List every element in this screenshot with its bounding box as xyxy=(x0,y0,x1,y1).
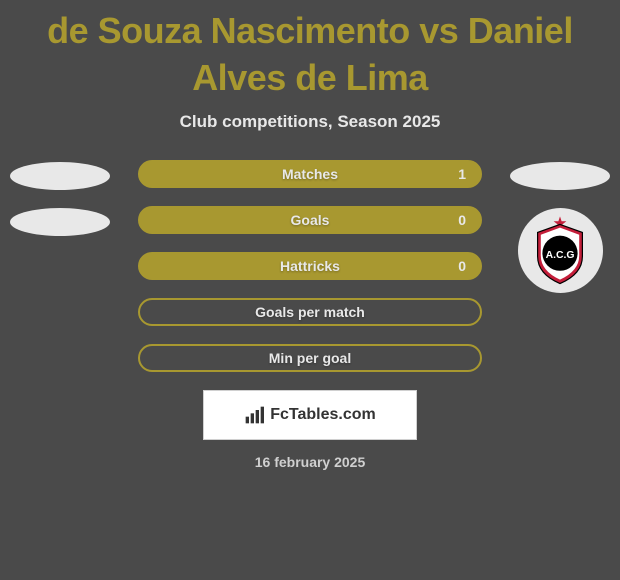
footer-brand-logo[interactable]: FcTables.com xyxy=(203,390,417,440)
player-right-badges: A.C.G xyxy=(510,160,610,293)
stat-label: Min per goal xyxy=(269,350,351,366)
player-right-club-badge: A.C.G xyxy=(518,208,603,293)
stat-row-hattricks: Hattricks 0 xyxy=(138,252,482,280)
stat-label: Goals xyxy=(291,212,330,228)
stat-row-min-per-goal: Min per goal xyxy=(138,344,482,372)
stats-list: Matches 1 Goals 0 Hattricks 0 Goals per … xyxy=(138,160,482,372)
stat-row-goals-per-match: Goals per match xyxy=(138,298,482,326)
player-right-badge-1 xyxy=(510,162,610,190)
stat-row-goals: Goals 0 xyxy=(138,206,482,234)
acg-club-logo-icon: A.C.G xyxy=(520,210,600,290)
chart-icon xyxy=(244,405,264,425)
stat-label: Goals per match xyxy=(255,304,365,320)
stat-row-matches: Matches 1 xyxy=(138,160,482,188)
player-left-badge-1 xyxy=(10,162,110,190)
page-title: de Souza Nascimento vs Daniel Alves de L… xyxy=(0,0,620,112)
footer-date: 16 february 2025 xyxy=(0,454,620,470)
player-left-badge-2 xyxy=(10,208,110,236)
page-subtitle: Club competitions, Season 2025 xyxy=(0,112,620,132)
stat-value-right: 0 xyxy=(446,212,466,228)
stats-container: Matches 1 Goals 0 Hattricks 0 Goals per … xyxy=(0,160,620,372)
stat-label: Hattricks xyxy=(280,258,340,274)
stat-value-right: 0 xyxy=(446,258,466,274)
player-left-badges xyxy=(10,160,110,236)
svg-text:A.C.G: A.C.G xyxy=(546,250,575,261)
stat-value-right: 1 xyxy=(446,166,466,182)
footer-brand-text: FcTables.com xyxy=(270,406,376,424)
stat-label: Matches xyxy=(282,166,338,182)
